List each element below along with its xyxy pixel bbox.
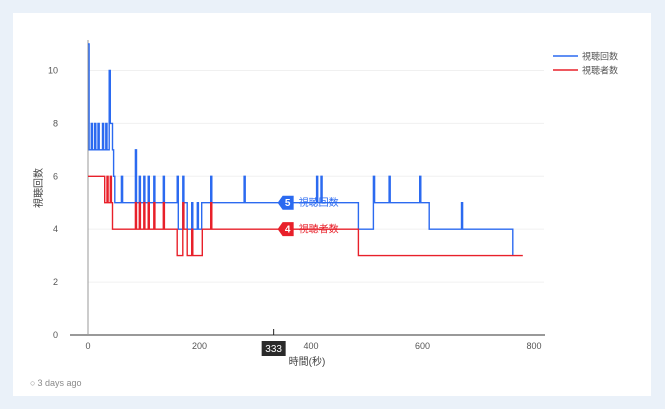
x-tick-label: 0 (85, 341, 90, 351)
cursor-series-name: 視聴者数 (299, 223, 339, 236)
tick-labels: 0 2 4 6 8 10 0 200 400 600 800 (48, 65, 542, 351)
y-tick-label: 0 (53, 330, 58, 340)
x-tick-label: 600 (415, 341, 430, 351)
cursor-overlay: 333 5 視聴回数 4 視聴者数 (261, 195, 339, 356)
cursor-value-tag (277, 195, 294, 210)
cursor-value-tag (277, 222, 294, 237)
x-tick-label: 200 (192, 341, 207, 351)
legend-label-2[interactable]: 視聴者数 (582, 65, 618, 76)
cursor-x-badge (261, 341, 286, 356)
y-axis-label: 視聴回数 (32, 168, 45, 208)
y-tick-label: 8 (53, 118, 58, 128)
x-axis-label: 時間(秒) (289, 355, 326, 368)
y-tick-label: 4 (53, 224, 58, 234)
y-tick-label: 6 (53, 171, 58, 181)
axes (70, 40, 545, 336)
series-layer (88, 43, 523, 257)
cursor-series-name: 視聴回数 (299, 196, 339, 209)
legend-label-1[interactable]: 視聴回数 (582, 51, 618, 62)
cursor-value-number: 4 (285, 225, 291, 236)
series-line-2 (88, 175, 523, 257)
series-line-1 (88, 43, 514, 256)
x-tick-label: 400 (303, 341, 318, 351)
clock-icon: ○ (30, 378, 36, 388)
x-tick-label: 800 (526, 341, 541, 351)
y-tick-label: 10 (48, 65, 58, 75)
chart-card (13, 13, 651, 396)
cursor-value-number: 5 (285, 198, 291, 209)
y-tick-label: 2 (53, 277, 58, 287)
timestamp: 3 days ago (37, 378, 82, 388)
footer: ○ 3 days ago (30, 378, 81, 388)
cursor-x-label: 333 (265, 344, 282, 355)
